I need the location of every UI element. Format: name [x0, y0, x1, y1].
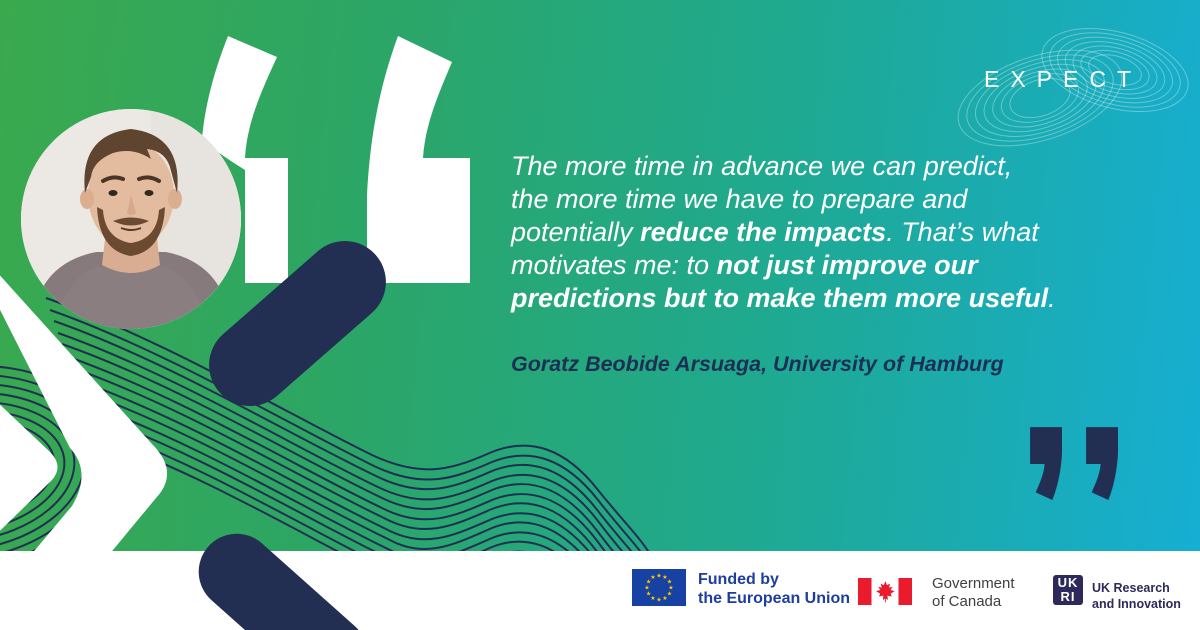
- funders-bar: ★ ★ ★ ★ ★ ★ ★ ★ ★ ★ ★ ★ Funded by the European U…: [0, 551, 1200, 630]
- eu-funding-line2: the European Union: [698, 590, 850, 607]
- svg-text:★: ★: [650, 595, 655, 602]
- portrait-illustration: [21, 109, 241, 329]
- expect-logo-text: EXPECT: [984, 66, 1143, 92]
- quote-segment: The more time in advance we can predict,…: [511, 151, 1013, 247]
- quote-segment: .: [1048, 283, 1056, 313]
- portrait-photo: [21, 109, 241, 329]
- svg-text:★: ★: [662, 574, 667, 581]
- svg-text:★: ★: [646, 591, 651, 598]
- wave-contour-lines: [45, 297, 651, 630]
- svg-text:★: ★: [656, 573, 661, 580]
- quote-segment: . That’s what motivates me: to: [511, 217, 1039, 280]
- chevron-shape-small: [0, 404, 58, 531]
- ukri-badge-line1: UK: [1057, 575, 1079, 590]
- svg-text:★: ★: [662, 595, 667, 602]
- canada-line2: of Canada: [932, 593, 1002, 610]
- quote-open-icon: [202, 36, 470, 283]
- ukri-badge-line2: RI: [1060, 589, 1076, 604]
- eu-funding-line1: Funded by: [698, 571, 779, 588]
- quote-close-icon: [1030, 427, 1118, 500]
- eu-funding-label: Funded by the European Union: [698, 570, 850, 608]
- canada-flag-icon: [858, 578, 912, 605]
- chevron-shape-large: [0, 275, 168, 556]
- ukri-line1: UK Research: [1092, 581, 1170, 595]
- quote-segment-bold: reduce the impacts: [640, 217, 887, 247]
- quote-segment-bold: not just improve our predictions but to …: [511, 250, 1049, 313]
- capsule-shape: [209, 241, 386, 406]
- ukri-badge-icon: UK RI: [1053, 575, 1083, 605]
- svg-text:★: ★: [668, 585, 673, 592]
- eu-flag-icon: ★ ★★ ★★★ ★★★ ★★★: [632, 569, 686, 606]
- svg-text:★: ★: [667, 579, 672, 586]
- quote-attribution: Goratz Beobide Arsuaga, University of Ha…: [511, 352, 1004, 376]
- svg-text:★: ★: [667, 591, 672, 598]
- ukri-label: UK Research and Innovation: [1092, 581, 1181, 612]
- canada-label: Government of Canada: [932, 575, 1015, 611]
- ukri-line2: and Innovation: [1092, 596, 1181, 611]
- quote-text: The more time in advance we can predict,…: [511, 150, 1200, 315]
- svg-text:★: ★: [646, 579, 651, 586]
- svg-text:★: ★: [656, 597, 661, 604]
- logo-wave-lines: [957, 27, 1189, 147]
- svg-text:★: ★: [650, 574, 655, 581]
- canada-line1: Government: [932, 575, 1015, 592]
- svg-text:★: ★: [644, 585, 649, 592]
